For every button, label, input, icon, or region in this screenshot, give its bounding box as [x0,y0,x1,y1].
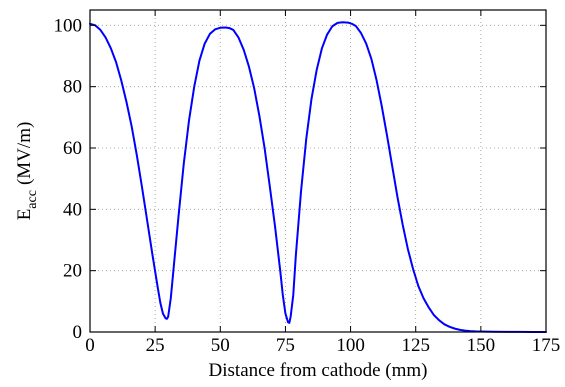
y-tick-label: 40 [63,199,82,220]
ticks: 0 25 50 75 100 125 150 175 0 20 40 60 80 100 [54,10,561,356]
x-tick-label: 0 [85,335,95,356]
y-axis-label-units: (MV/m) [14,122,35,185]
x-tick-label: 25 [146,335,165,356]
y-tick-label: 60 [63,138,82,159]
x-tick-label: 125 [401,335,430,356]
x-tick-label: 75 [276,335,295,356]
y-axis-label-sub: acc [25,190,40,209]
y-tick-label: 80 [63,77,82,98]
series-line [89,21,547,333]
plot-background [90,10,546,332]
x-axis-label: Distance from cathode (mm) [209,360,428,381]
y-tick-label: 0 [73,322,83,343]
x-tick-label: 150 [467,335,496,356]
y-axis-label: Eacc (MV/m) [14,122,40,221]
x-tick-label: 100 [336,335,365,356]
x-tick-label: 50 [211,335,230,356]
series-layer [89,21,547,333]
y-axis-label-main: E [14,209,35,221]
plot-frame [89,9,547,333]
x-tick-label: 175 [532,335,561,356]
y-tick-label: 20 [63,261,82,282]
y-tick-label: 100 [54,15,83,36]
